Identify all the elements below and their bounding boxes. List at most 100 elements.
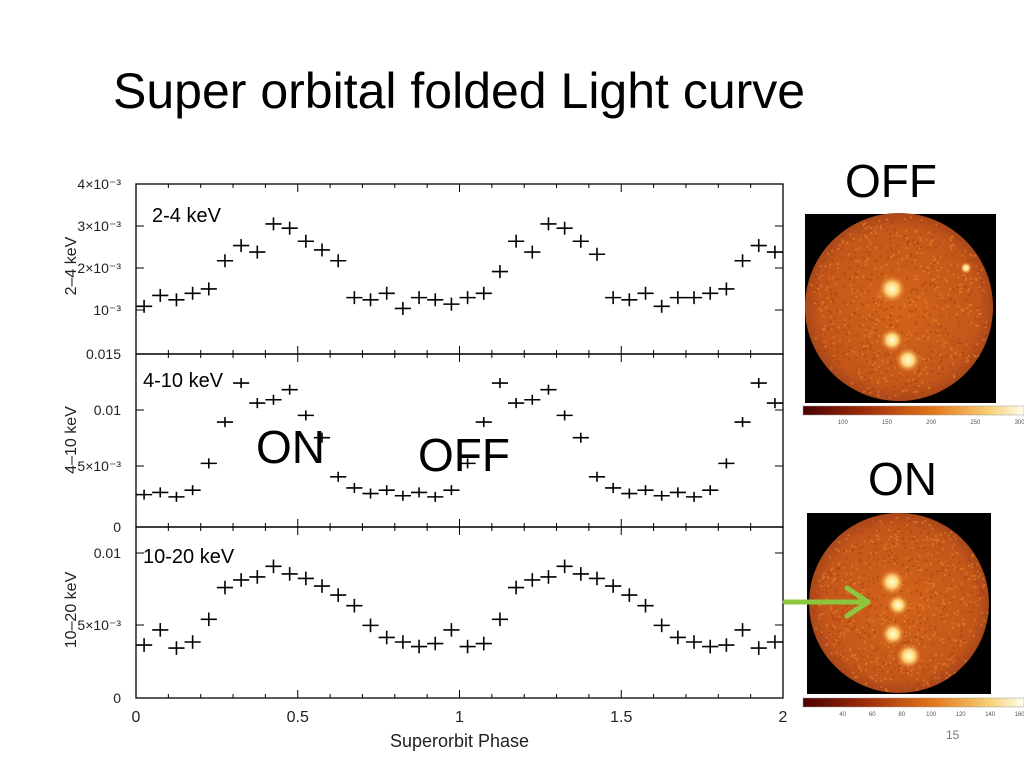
noise-pixel bbox=[981, 279, 984, 282]
noise-pixel bbox=[896, 516, 899, 519]
noise-pixel bbox=[916, 292, 919, 295]
noise-pixel bbox=[913, 380, 916, 383]
noise-pixel bbox=[959, 571, 962, 574]
noise-pixel bbox=[933, 671, 936, 674]
noise-pixel bbox=[987, 321, 990, 324]
noise-pixel bbox=[892, 676, 895, 679]
noise-pixel bbox=[962, 598, 965, 601]
colorbar-tick-label: 250 bbox=[970, 420, 981, 426]
noise-pixel bbox=[900, 667, 903, 670]
noise-pixel bbox=[880, 301, 883, 304]
noise-pixel bbox=[835, 592, 838, 595]
noise-pixel bbox=[823, 572, 826, 575]
panel-label: 4-10 keV bbox=[143, 370, 224, 392]
x-tick-label: 1 bbox=[455, 709, 464, 726]
data-point bbox=[750, 641, 767, 655]
noise-pixel bbox=[836, 345, 839, 347]
noise-pixel bbox=[959, 598, 962, 601]
noise-pixel bbox=[895, 234, 898, 237]
noise-pixel bbox=[890, 650, 893, 653]
noise-pixel bbox=[962, 274, 965, 276]
data-point bbox=[330, 588, 347, 602]
noise-pixel bbox=[934, 632, 937, 635]
noise-pixel bbox=[893, 366, 896, 369]
noise-pixel bbox=[841, 241, 844, 244]
noise-pixel bbox=[857, 633, 860, 636]
noise-pixel bbox=[955, 537, 958, 540]
noise-pixel bbox=[916, 542, 919, 545]
noise-pixel bbox=[942, 540, 945, 543]
noise-pixel bbox=[919, 265, 922, 268]
noise-pixel bbox=[974, 277, 977, 280]
noise-pixel bbox=[985, 321, 988, 323]
noise-pixel bbox=[955, 291, 958, 294]
noise-pixel bbox=[834, 590, 837, 593]
noise-pixel bbox=[903, 303, 906, 306]
data-point bbox=[718, 638, 735, 652]
noise-pixel bbox=[923, 579, 926, 582]
data-point bbox=[394, 301, 411, 315]
noise-pixel bbox=[894, 229, 896, 231]
noise-pixel bbox=[842, 566, 845, 569]
noise-pixel bbox=[925, 288, 928, 291]
noise-pixel bbox=[855, 562, 858, 565]
on-colorbar: 40 60 80 100 120 140 160 bbox=[802, 697, 1024, 718]
noise-pixel bbox=[915, 379, 918, 382]
noise-pixel bbox=[897, 250, 900, 253]
y-tick-label: 3×10⁻³ bbox=[77, 218, 121, 234]
noise-pixel bbox=[879, 306, 882, 309]
noise-pixel bbox=[825, 288, 828, 291]
noise-pixel bbox=[814, 603, 817, 606]
data-point bbox=[152, 487, 169, 498]
noise-pixel bbox=[854, 272, 856, 275]
noise-pixel bbox=[927, 605, 930, 608]
noise-pixel bbox=[973, 266, 976, 269]
noise-pixel bbox=[948, 674, 951, 677]
noise-pixel bbox=[975, 265, 978, 268]
noise-pixel bbox=[883, 221, 886, 224]
noise-pixel bbox=[851, 545, 853, 548]
noise-pixel bbox=[835, 548, 838, 550]
data-point bbox=[556, 221, 573, 235]
data-point bbox=[281, 567, 298, 581]
noise-pixel bbox=[944, 663, 946, 665]
noise-pixel bbox=[886, 326, 889, 329]
noise-pixel bbox=[873, 324, 876, 327]
noise-pixel bbox=[922, 672, 925, 675]
noise-pixel bbox=[924, 310, 927, 313]
noise-pixel bbox=[846, 537, 849, 540]
noise-pixel bbox=[927, 337, 929, 340]
noise-pixel bbox=[904, 218, 906, 221]
noise-pixel bbox=[879, 614, 882, 617]
noise-pixel bbox=[818, 617, 821, 620]
data-point bbox=[168, 641, 185, 655]
noise-pixel bbox=[894, 394, 897, 397]
noise-pixel bbox=[857, 270, 860, 273]
noise-pixel bbox=[970, 304, 972, 307]
data-point bbox=[233, 377, 250, 389]
noise-pixel bbox=[891, 552, 894, 555]
noise-pixel bbox=[889, 242, 892, 245]
noise-pixel bbox=[908, 309, 911, 312]
noise-pixel bbox=[962, 310, 965, 313]
noise-pixel bbox=[942, 298, 945, 301]
noise-pixel bbox=[851, 565, 854, 568]
noise-pixel bbox=[970, 358, 973, 361]
noise-pixel bbox=[852, 580, 855, 583]
noise-pixel bbox=[898, 371, 901, 374]
y-axis-label: 4–10 keV bbox=[63, 406, 80, 474]
noise-pixel bbox=[903, 344, 906, 347]
noise-pixel bbox=[890, 256, 893, 259]
noise-pixel bbox=[944, 605, 946, 608]
y-tick-label: 10⁻³ bbox=[93, 302, 121, 318]
noise-pixel bbox=[921, 292, 924, 295]
noise-pixel bbox=[922, 668, 925, 671]
noise-pixel bbox=[951, 622, 954, 625]
noise-pixel bbox=[964, 249, 967, 252]
noise-pixel bbox=[836, 579, 839, 582]
noise-pixel bbox=[909, 298, 912, 301]
noise-pixel bbox=[953, 655, 956, 657]
noise-pixel bbox=[951, 244, 954, 247]
noise-pixel bbox=[854, 256, 856, 259]
noise-pixel bbox=[950, 248, 953, 251]
